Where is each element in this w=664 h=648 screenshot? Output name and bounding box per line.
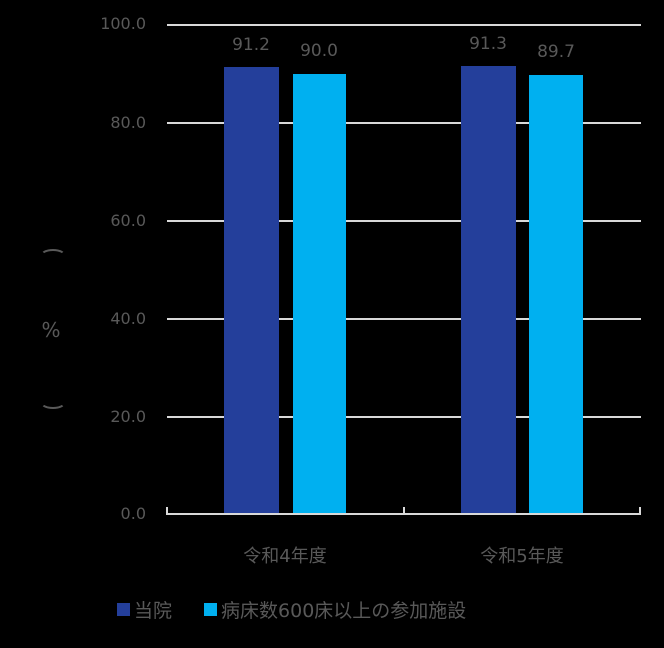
gridline-80 [167,122,641,124]
legend: 当院 病床数600床以上の参加施設 [117,596,498,623]
ytick-label: 80.0 [110,113,146,132]
legend-label: 当院 [134,600,173,622]
x-tick [166,507,168,515]
ylabel-percent: % [41,318,61,342]
bar-series2-cat1 [293,74,346,514]
gridline-60 [167,220,641,222]
ytick-label: 100.0 [100,14,146,33]
gridline-40 [167,318,641,320]
data-label: 91.3 [469,34,507,54]
ytick-label: 0.0 [120,504,146,523]
x-category-label: 令和4年度 [243,546,327,567]
ylabel-open-paren [40,249,66,263]
data-label: 89.7 [537,42,575,62]
ylabel-close-paren [40,395,66,409]
ytick-label: 40.0 [110,309,146,328]
ytick-label: 20.0 [110,407,146,426]
ytick-label: 60.0 [110,211,146,230]
gridline-20 [167,416,641,418]
legend-item: 病床数600床以上の参加施設 [204,596,466,623]
x-tick [639,507,641,515]
x-tick [403,507,405,515]
x-category-label: 令和5年度 [480,546,564,567]
gridline-100 [167,24,641,26]
legend-item: 当院 [117,596,172,623]
legend-swatch [117,603,130,616]
bar-series1-cat1 [224,67,279,514]
legend-label: 病床数600床以上の参加施設 [221,600,467,622]
legend-swatch [204,603,218,616]
data-label: 90.0 [300,41,338,61]
data-label: 91.2 [232,35,270,55]
bar-series1-cat2 [461,66,516,514]
bar-series2-cat2 [529,75,583,514]
